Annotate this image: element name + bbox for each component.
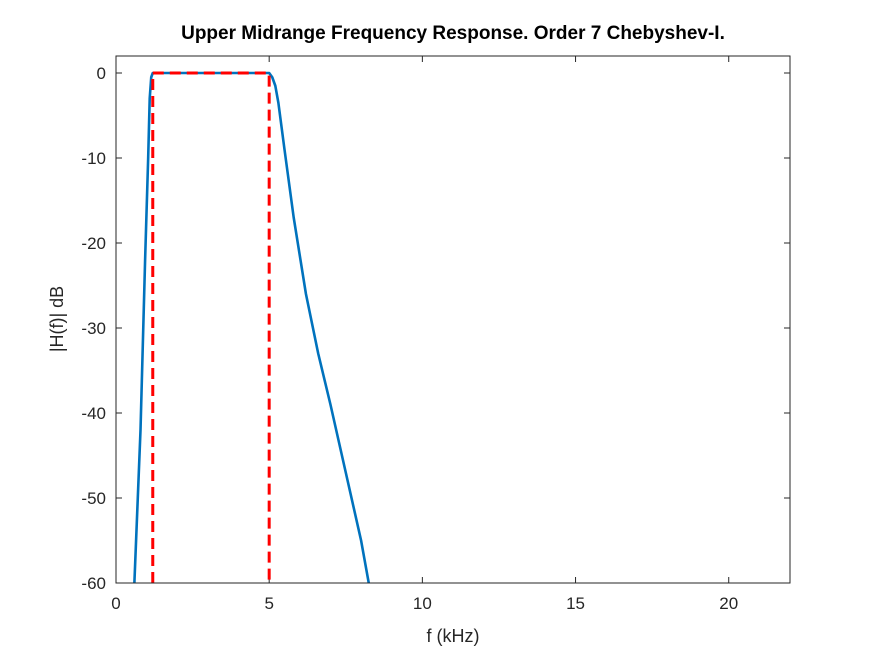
y-axis-label: |H(f)| dB [47, 286, 67, 352]
chart-title: Upper Midrange Frequency Response. Order… [181, 23, 725, 44]
y-tick-label: 0 [97, 64, 106, 83]
y-tick-label: -20 [81, 234, 106, 253]
y-tick-label: -30 [81, 319, 106, 338]
y-tick-label: -40 [81, 404, 106, 423]
y-tick-label: -50 [81, 489, 106, 508]
series-line-response [133, 71, 371, 584]
x-tick-label: 10 [413, 594, 432, 613]
ticks-layer: 0 5 10 15 20 0 -10 -20 -30 -40 -50 -60 [81, 56, 790, 613]
plot-area [116, 56, 790, 583]
series-layer [133, 71, 371, 584]
x-axis-label: f (kHz) [427, 626, 480, 646]
x-tick-label: 15 [566, 594, 585, 613]
y-tick-label: -60 [81, 574, 106, 593]
x-tick-label: 20 [719, 594, 738, 613]
x-tick-label: 5 [264, 594, 273, 613]
x-tick-label: 0 [111, 594, 120, 613]
axes-box [115, 55, 791, 584]
series-line-dashed [151, 71, 271, 583]
y-tick-label: -10 [81, 149, 106, 168]
